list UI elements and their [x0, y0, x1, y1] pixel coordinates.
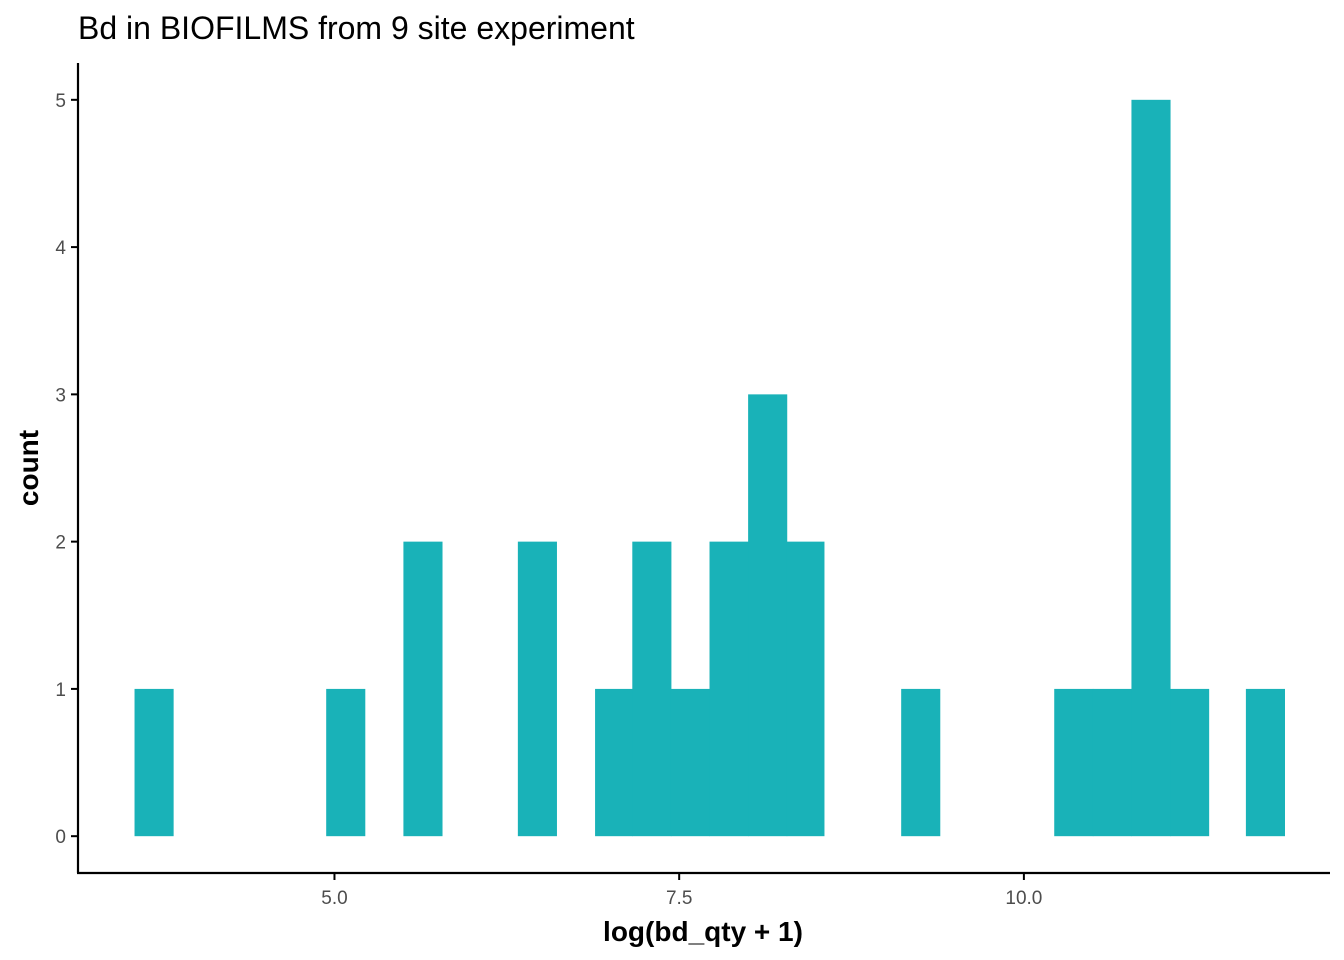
histogram-bar-14 — [1170, 688, 1210, 837]
y-ticks-group: 0 1 2 3 4 5 — [55, 91, 78, 848]
y-tick-label: 3 — [55, 385, 66, 406]
y-tick-label: 0 — [55, 827, 66, 848]
histogram-bar-5 — [632, 541, 672, 837]
y-tick-label: 4 — [55, 238, 66, 259]
x-tick-label: 10.0 — [1005, 888, 1042, 909]
histogram-bar-0 — [134, 688, 174, 837]
histogram-bar-2 — [403, 541, 443, 837]
x-tick-label: 5.0 — [321, 888, 347, 909]
y-tick-label: 2 — [55, 533, 66, 554]
y-axis-title: count — [13, 430, 44, 506]
bars-group — [134, 99, 1285, 837]
histogram-bar-13 — [1131, 99, 1171, 837]
histogram-bar-11 — [1054, 688, 1094, 837]
histogram-bar-7 — [709, 541, 749, 837]
y-tick-label: 5 — [55, 91, 66, 112]
histogram-bar-1 — [326, 688, 366, 837]
histogram-bar-15 — [1245, 688, 1285, 837]
histogram-bar-6 — [670, 688, 711, 837]
x-tick-label: 7.5 — [666, 888, 692, 909]
y-tick-label: 1 — [55, 680, 66, 701]
x-ticks-group: 5.0 7.5 10.0 — [321, 873, 1042, 909]
chart-title: Bd in BIOFILMS from 9 site experiment — [78, 10, 635, 46]
histogram-bar-12 — [1092, 688, 1132, 837]
x-axis-title: log(bd_qty + 1) — [603, 916, 803, 947]
histogram-bar-3 — [517, 541, 557, 837]
histogram-bar-10 — [901, 688, 941, 837]
histogram-bar-4 — [595, 688, 633, 837]
histogram-bar-8 — [748, 394, 788, 837]
histogram-bar-9 — [786, 541, 825, 837]
